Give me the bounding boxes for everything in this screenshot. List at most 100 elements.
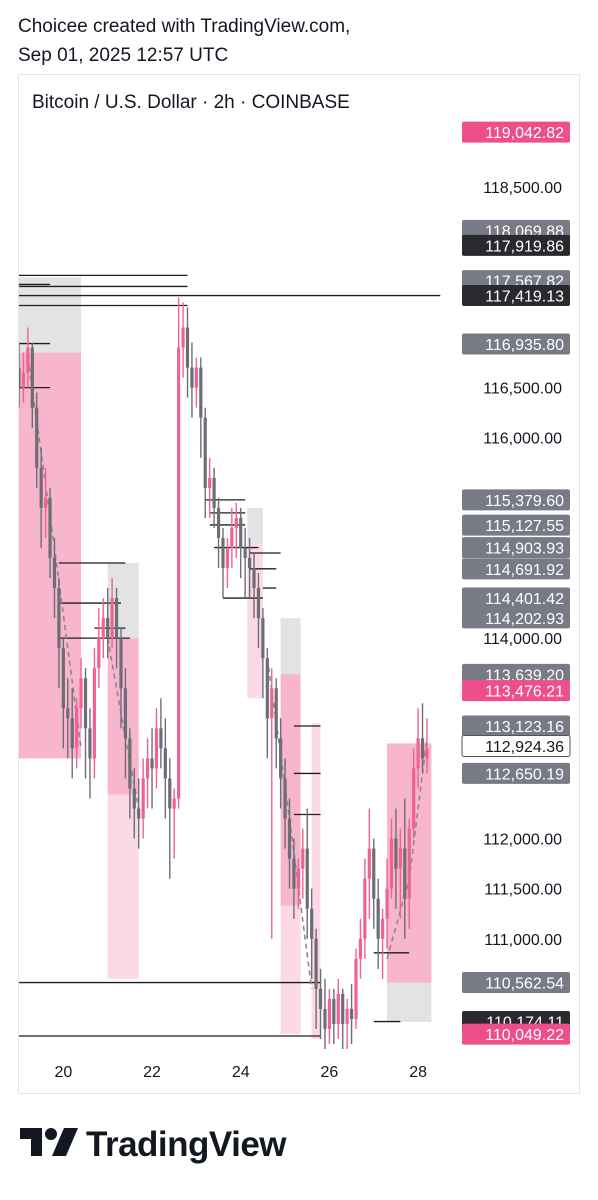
candle-body xyxy=(256,588,261,619)
candle-body xyxy=(367,848,371,879)
x-tick-label: 20 xyxy=(54,1064,72,1081)
candle-body xyxy=(385,888,389,919)
attribution-line-1: Choicee created with TradingView.com, xyxy=(18,16,351,37)
candle-body xyxy=(270,688,274,719)
price-tag xyxy=(462,489,570,511)
symbol-title: Bitcoin / U.S. Dollar · 2h · COINBASE xyxy=(32,92,350,113)
y-tick-label: 116,000.00 xyxy=(483,431,562,448)
y-tick-label: 112,000.00 xyxy=(483,832,562,849)
price-tag xyxy=(462,285,570,307)
price-tag xyxy=(462,607,570,629)
price-tag-label: 110,049.22 xyxy=(485,1027,564,1044)
price-tag xyxy=(462,514,570,536)
candle-body xyxy=(190,367,194,388)
order-block-zone xyxy=(107,638,139,795)
price-tag-label: 114,691.92 xyxy=(485,562,564,579)
candle-body xyxy=(61,648,65,709)
candle-body xyxy=(221,537,225,569)
candle-body xyxy=(425,748,429,759)
candle-body xyxy=(349,1008,354,1019)
candle-body xyxy=(35,407,39,468)
price-tag-label: 115,127.55 xyxy=(485,518,564,535)
candle-body xyxy=(203,417,207,488)
candle-body xyxy=(389,838,394,889)
attribution: Choicee created with TradingView.com, Se… xyxy=(18,12,350,70)
price-tag-label: 113,639.20 xyxy=(485,667,564,684)
candle-body xyxy=(128,738,132,789)
candle-body xyxy=(420,738,425,759)
y-tick-label: 111,000.00 xyxy=(484,932,562,949)
order-block-zone xyxy=(280,618,301,675)
candle-body xyxy=(163,748,167,779)
candle-body xyxy=(194,367,198,388)
order-block-zone xyxy=(387,982,432,1022)
order-block-zone xyxy=(107,794,139,979)
candle-body xyxy=(114,598,119,639)
candle-body xyxy=(310,908,314,939)
price-tag-label: 113,123.16 xyxy=(485,719,564,736)
candle-body xyxy=(168,778,172,809)
candle-body xyxy=(137,808,141,819)
candle-body xyxy=(30,347,34,408)
candle-body xyxy=(243,547,247,558)
price-tag-label: 114,903.93 xyxy=(485,541,564,558)
candle-body xyxy=(92,668,96,759)
candle-body xyxy=(252,568,256,589)
candle-body xyxy=(26,347,30,373)
candle-body xyxy=(372,848,376,899)
candle-body xyxy=(416,738,420,769)
y-tick-label: 114,000.00 xyxy=(483,631,562,648)
candle-body xyxy=(279,738,283,779)
price-tag xyxy=(462,972,570,994)
y-tick-label: 118,500.00 xyxy=(483,180,562,197)
candle-body xyxy=(177,347,181,799)
price-tag xyxy=(462,762,570,784)
candle-body xyxy=(265,658,269,719)
candle-body xyxy=(159,728,163,749)
candle-body xyxy=(274,688,278,739)
candle-body xyxy=(21,372,26,388)
candle-body xyxy=(119,638,123,689)
x-tick-label: 28 xyxy=(409,1064,427,1081)
candle-body xyxy=(110,598,114,639)
candle-body xyxy=(44,497,48,508)
candle-body xyxy=(292,858,296,889)
candle-body xyxy=(345,1008,349,1024)
candle-body xyxy=(172,798,176,809)
price-tag xyxy=(462,234,570,256)
attribution-line-2: Sep 01, 2025 12:57 UTC xyxy=(18,45,229,66)
price-tag-label: 110,562.54 xyxy=(485,976,564,993)
price-tag-label: 117,919.86 xyxy=(485,238,564,255)
candle-body xyxy=(101,618,105,639)
price-tag xyxy=(462,537,570,559)
candle-body xyxy=(332,998,336,1024)
x-tick-label: 22 xyxy=(143,1064,161,1081)
candle-body xyxy=(39,467,43,508)
order-block-zone xyxy=(247,507,263,543)
candle-body xyxy=(283,778,287,819)
candle-body xyxy=(150,758,154,769)
candle-body xyxy=(358,938,363,959)
candle-body xyxy=(341,993,345,1024)
y-tick-label: 111,500.00 xyxy=(484,882,562,899)
order-block-zone xyxy=(19,277,82,353)
chart-frame xyxy=(18,74,580,1094)
candle-body xyxy=(376,898,380,939)
candle-body xyxy=(123,688,128,739)
candle-body xyxy=(381,918,385,939)
x-tick-label: 24 xyxy=(232,1064,250,1081)
candle-body xyxy=(48,497,52,558)
candle-body xyxy=(141,778,145,819)
candle-body xyxy=(412,768,416,829)
order-block-zone xyxy=(311,723,321,1039)
order-block-zone xyxy=(280,905,301,1034)
tradingview-wordmark: TradingView xyxy=(86,1125,287,1164)
price-tag-label: 117,419.13 xyxy=(485,289,564,306)
candle-body xyxy=(363,878,367,939)
candle-body xyxy=(314,938,318,989)
candle-body xyxy=(181,327,185,348)
candle-body xyxy=(305,848,309,909)
candle-body xyxy=(185,327,190,368)
candle-body xyxy=(79,678,83,709)
